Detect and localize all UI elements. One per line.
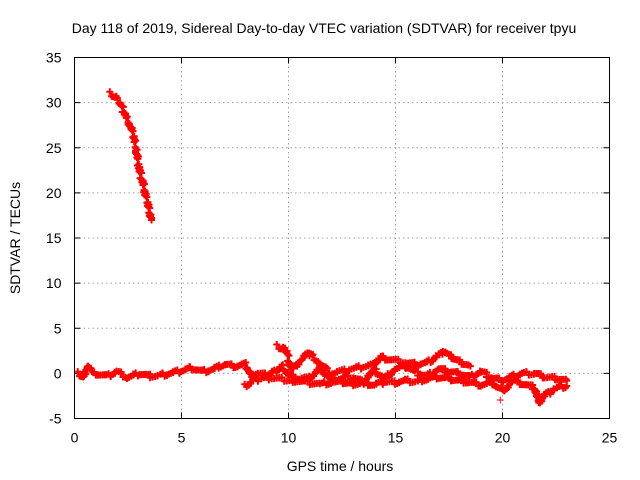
x-tick-label: 0 (71, 430, 79, 446)
y-tick-label: 25 (46, 140, 62, 156)
axis-ticks: 0 5 10 15 20 25 -5 0 5 10 15 20 25 30 35 (46, 50, 618, 446)
data-point (304, 377, 312, 385)
y-tick-label: 0 (54, 365, 62, 381)
y-tick-label: -5 (49, 411, 62, 427)
data-point (362, 377, 370, 385)
data-point (227, 360, 235, 368)
data-point (285, 352, 293, 360)
annotation-marker: + (496, 392, 504, 408)
data-point (278, 362, 286, 370)
x-tick-label: 5 (178, 430, 186, 446)
data-point (142, 192, 150, 200)
y-tick-label: 5 (54, 320, 62, 336)
data-point (522, 368, 530, 376)
y-tick-label: 35 (46, 50, 62, 66)
data-point (453, 367, 461, 375)
data-point (495, 374, 503, 382)
data-point (284, 350, 292, 358)
data-point (537, 370, 545, 378)
x-tick-label: 15 (388, 430, 404, 446)
y-tick-label: 10 (46, 275, 62, 291)
data-point (445, 373, 453, 381)
data-point (273, 341, 281, 348)
data-point (106, 88, 114, 96)
data-point (129, 127, 137, 135)
data-points: + (74, 88, 571, 408)
data-point (278, 373, 286, 381)
x-tick-label: 25 (602, 430, 618, 446)
data-point (308, 351, 316, 359)
data-point (404, 375, 412, 383)
chart-title: Day 118 of 2019, Sidereal Day-to-day VTE… (72, 20, 576, 36)
data-point (514, 376, 522, 384)
data-point (472, 378, 480, 386)
plot-frame (74, 57, 610, 419)
data-point (87, 364, 95, 372)
x-tick-label: 20 (495, 430, 511, 446)
y-tick-label: 15 (46, 230, 62, 246)
data-point (113, 94, 121, 102)
data-point (466, 362, 474, 370)
data-point (139, 181, 147, 189)
grid-lines (74, 57, 610, 419)
y-axis-label: SDTVAR / TECUs (7, 182, 23, 294)
y-tick-label: 20 (46, 185, 62, 201)
x-axis-label: GPS time / hours (287, 458, 394, 474)
data-point (148, 216, 156, 224)
data-point (242, 359, 250, 367)
data-point (379, 352, 387, 360)
data-point (117, 368, 125, 376)
data-point (323, 364, 331, 372)
data-point (394, 355, 402, 363)
data-point (563, 382, 571, 390)
data-point (138, 169, 146, 177)
data-point (122, 114, 130, 122)
data-point (456, 356, 464, 364)
x-tick-label: 10 (281, 430, 297, 446)
data-point (289, 371, 297, 379)
data-point (410, 358, 418, 366)
data-point (74, 368, 82, 376)
y-tick-label: 30 (46, 95, 62, 111)
data-point (532, 392, 540, 400)
